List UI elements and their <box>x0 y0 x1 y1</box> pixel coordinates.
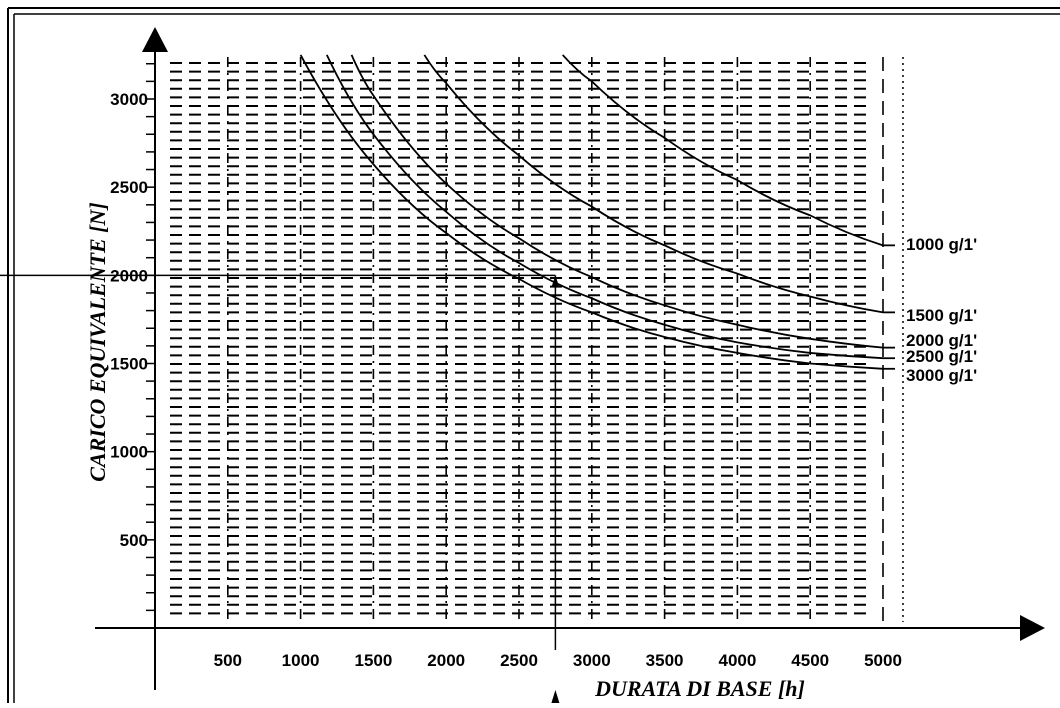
series-line <box>562 54 884 247</box>
x-axis-title: DURATA DI BASE [h] <box>594 676 805 701</box>
x-tick-label: 4000 <box>718 651 756 670</box>
y-tick-label: 1000 <box>110 443 148 462</box>
y-axis-title: CARICO EQUIVALENTE [N] <box>85 202 110 482</box>
y-tick-label: 1500 <box>110 355 148 374</box>
series-line <box>350 54 884 349</box>
axes <box>0 27 1045 703</box>
series-lines <box>299 54 895 370</box>
x-tick-label: 5000 <box>864 651 902 670</box>
series-line <box>325 54 884 360</box>
x-tick-label: 2500 <box>500 651 538 670</box>
x-tick-label: 500 <box>214 651 242 670</box>
x-tick-label: 1500 <box>354 651 392 670</box>
tick-labels: 500 1000 1500 2000 2500 3000 3500 4000 4500 5000 5… <box>110 90 902 670</box>
x-tick-label: 4500 <box>791 651 829 670</box>
reference-bottom-arrow <box>551 690 560 703</box>
y-tick-label: 3000 <box>110 90 148 109</box>
x-axis-arrow <box>1020 615 1045 641</box>
series-label: 1500 g/1' <box>906 306 977 325</box>
x-tick-label: 3000 <box>573 651 611 670</box>
y-tick-label: 2000 <box>110 266 148 285</box>
y-tick-label: 2500 <box>110 178 148 197</box>
y-axis-arrow <box>142 27 168 52</box>
series-label: 2000 g/1' <box>906 331 977 350</box>
x-tick-label: 1000 <box>282 651 320 670</box>
series-label: 3000 g/1' <box>906 366 977 385</box>
y-tick-label: 500 <box>120 531 148 550</box>
series-labels: 1000 g/1' 1500 g/1' 2000 g/1'2500 g/1'3000… <box>906 235 977 385</box>
grid <box>154 57 904 622</box>
x-tick-label: 2000 <box>427 651 465 670</box>
x-tick-label: 3500 <box>646 651 684 670</box>
series-line <box>423 54 884 314</box>
series-line <box>299 54 884 370</box>
series-label: 1000 g/1' <box>906 235 977 254</box>
series-label: 2500 g/1' <box>906 347 977 366</box>
